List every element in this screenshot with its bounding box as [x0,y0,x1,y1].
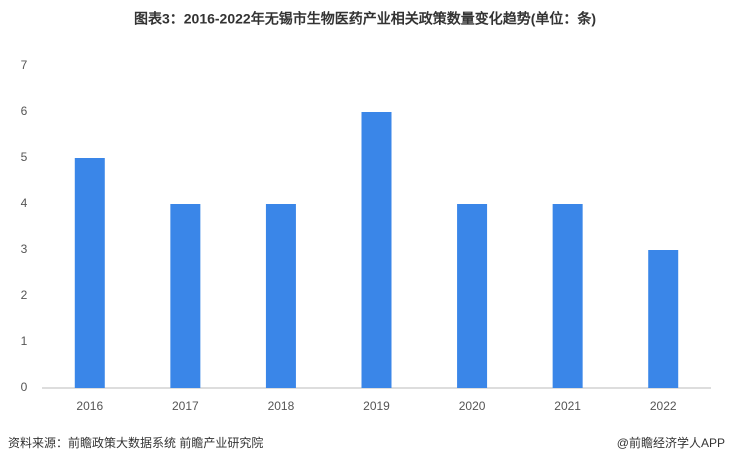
x-tick-label: 2017 [172,399,199,413]
y-tick-label: 0 [21,380,28,394]
y-tick-label: 3 [21,242,28,256]
x-tick-label: 2020 [459,399,486,413]
source-note: 资料来源：前瞻政策大数据系统 前瞻产业研究院 [8,435,263,450]
bar [170,204,201,388]
bar [361,112,392,388]
bar [648,250,679,388]
x-tick-label: 2016 [76,399,103,413]
x-tick-label: 2018 [268,399,295,413]
x-tick-label: 2021 [554,399,581,413]
y-tick-label: 1 [21,334,28,348]
bar [552,204,583,388]
y-tick-label: 4 [21,196,28,210]
bar [74,158,105,388]
y-tick-label: 7 [21,58,28,72]
y-tick-label: 2 [21,288,28,302]
chart-title: 图表3：2016-2022年无锡市生物医药产业相关政策数量变化趋势(单位：条) [134,11,596,27]
bar [265,204,296,388]
x-tick-label: 2022 [650,399,677,413]
y-tick-label: 5 [21,150,28,164]
y-tick-label: 6 [21,104,28,118]
bar [457,204,488,388]
x-tick-label: 2019 [363,399,390,413]
credit: @前瞻经济学人APP [617,435,725,450]
